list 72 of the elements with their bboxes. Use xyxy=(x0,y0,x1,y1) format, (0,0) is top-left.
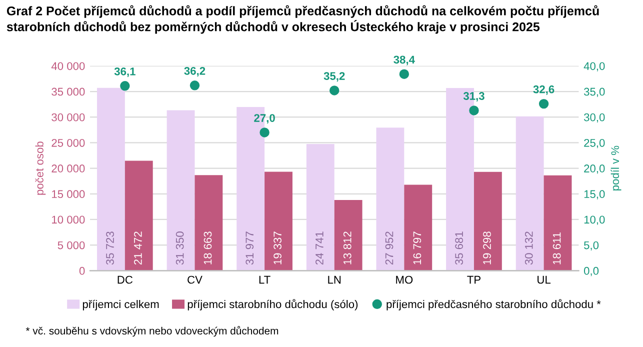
x-tick-label: DC xyxy=(118,276,133,284)
bar xyxy=(376,128,404,271)
bar xyxy=(124,160,153,271)
y2-tick-label: 30,0 xyxy=(584,113,605,123)
x-tick-label: TP xyxy=(467,276,480,284)
data-label: 35 723 xyxy=(106,232,114,265)
y-tick-label: 30 000 xyxy=(52,113,85,122)
point xyxy=(190,80,200,90)
point xyxy=(399,69,410,79)
y2-tick-label: 15,0 xyxy=(584,190,605,200)
legend-label: příjemci starobního důchodu (sólo) xyxy=(188,299,358,310)
y2-tick-label: 40,0 xyxy=(584,62,605,72)
data-label: 31 977 xyxy=(246,232,254,265)
data-label: 27 952 xyxy=(385,232,394,265)
data-label: 27,0 xyxy=(254,114,275,124)
y-tick-label: 10 000 xyxy=(52,216,85,224)
x-tick-label: UL xyxy=(538,276,551,284)
y-axis-title: počet osob xyxy=(35,142,46,195)
y-tick-label: 20 000 xyxy=(52,164,85,172)
y-tick-label: 15 000 xyxy=(52,190,85,198)
y2-tick-label: 5,0 xyxy=(584,241,599,251)
data-label: 32,6 xyxy=(533,85,554,95)
data-label: 13 812 xyxy=(343,232,352,264)
legend-label: příjemci předčasného starobního důchodu * xyxy=(386,299,601,310)
data-label: 30 132 xyxy=(524,232,533,265)
data-label: 18 611 xyxy=(552,232,561,264)
y2-tick-label: 20,0 xyxy=(584,164,605,174)
bar xyxy=(306,144,334,271)
bar xyxy=(334,200,362,271)
bar xyxy=(194,175,223,271)
x-tick-label: LT xyxy=(259,276,270,284)
data-label: 21 472 xyxy=(134,232,142,265)
y-tick-label: 40 000 xyxy=(51,62,85,70)
data-label: 24 741 xyxy=(316,232,324,265)
y-tick-label: 25 000 xyxy=(52,138,85,147)
data-label: 31,3 xyxy=(463,92,484,102)
y2-axis-title: podíl v % xyxy=(610,146,622,190)
chart-title: Graf 2 Počet příjemců důchodů a podíl příjemců předčasných důchodů na celkovém počtu příjemců starobních důchodů bez poměrných důchodů v okresech Ústeckého kraje v prosinci 2025 xyxy=(6,5,599,34)
point xyxy=(538,98,549,109)
y2-tick-label: 10,0 xyxy=(584,216,605,225)
y-tick-label: 0 xyxy=(79,266,85,275)
bar xyxy=(544,175,572,271)
data-label: 18 663 xyxy=(204,232,212,264)
bar xyxy=(166,110,195,271)
y2-tick-label: 25,0 xyxy=(584,138,605,148)
data-label: 36,1 xyxy=(114,67,136,77)
x-tick-label: LN xyxy=(328,276,341,284)
data-label: 35,2 xyxy=(324,72,345,82)
y-tick-label: 35 000 xyxy=(52,88,85,96)
y2-tick-label: 0,0 xyxy=(584,266,599,276)
data-label: 38,4 xyxy=(394,56,415,66)
data-label: 36,2 xyxy=(184,66,206,76)
bar xyxy=(264,172,292,271)
legend-label: příjemci celkem xyxy=(82,300,159,310)
text: * vč. souběhu s vdovským nebo vdoveckým důchodem xyxy=(26,326,278,337)
data-label: 35 681 xyxy=(455,232,464,265)
x-tick-label: CV xyxy=(188,276,202,284)
bar xyxy=(516,116,544,271)
bar xyxy=(97,88,125,271)
x-tick-label: MO xyxy=(396,276,413,284)
data-label: 31 350 xyxy=(176,232,184,265)
data-label: 19 298 xyxy=(483,232,491,264)
point xyxy=(330,86,340,96)
point xyxy=(260,128,270,138)
point xyxy=(469,106,479,116)
data-label: 16 797 xyxy=(413,232,422,264)
bar xyxy=(404,184,432,271)
y-tick-label: 5 000 xyxy=(58,241,85,250)
data-label: 19 337 xyxy=(274,232,282,264)
y2-tick-label: 35,0 xyxy=(584,88,605,97)
point xyxy=(120,81,130,91)
bar xyxy=(474,172,502,271)
